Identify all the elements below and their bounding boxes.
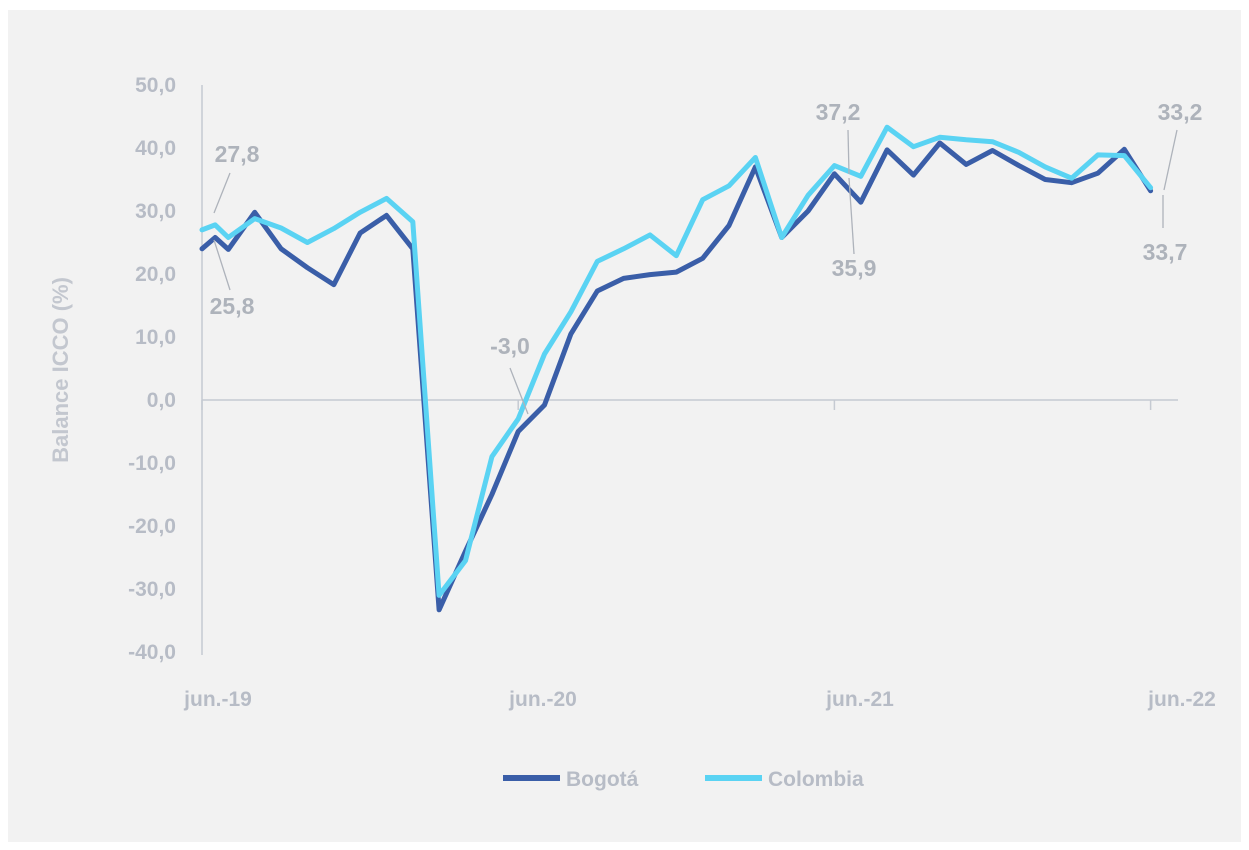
legend: Bogotá Colombia [503, 768, 864, 791]
y-tick-label: 20,0 [135, 263, 176, 286]
annotation-label: -3,0 [490, 333, 530, 359]
annotation-leader-line [213, 239, 231, 291]
annotations: 27,8 25,8 -3,0 37,2 35,9 33,2 33,7 [210, 99, 1203, 415]
legend-label-bogota: Bogotá [566, 768, 639, 791]
y-tick-label: 40,0 [135, 137, 176, 160]
y-tick-label: -20,0 [128, 515, 176, 538]
annotation-leader-line [847, 129, 850, 175]
legend-label-colombia: Colombia [768, 768, 864, 791]
annotation-label: 33,7 [1143, 239, 1188, 265]
series-lines [199, 124, 1154, 613]
x-axis-ticks: jun.-19 jun.-20 jun.-21 jun.-22 [183, 400, 1216, 711]
y-tick-label: -10,0 [128, 452, 176, 475]
axes [201, 85, 1178, 655]
annotation-label: 33,2 [1158, 99, 1203, 125]
chart-frame [8, 10, 1241, 842]
y-axis-title: Balance ICCO (%) [48, 277, 73, 463]
x-tick-label: jun.-21 [825, 688, 894, 711]
x-tick-label: jun.-20 [508, 688, 577, 711]
y-tick-label: 10,0 [135, 326, 176, 349]
annotation-label: 25,8 [210, 293, 255, 319]
annotation-label: 35,9 [832, 255, 877, 281]
y-tick-label: -30,0 [128, 578, 176, 601]
x-tick-label: jun.-22 [1147, 688, 1216, 711]
y-axis-ticks: -40,0 -30,0 -20,0 -10,0 0,0 10,0 20,0 30,0 40,0 5… [128, 74, 176, 664]
annotation-leader-line [213, 172, 231, 214]
x-tick-label: jun.-19 [183, 688, 252, 711]
y-tick-label: -40,0 [128, 641, 176, 664]
y-tick-label: 50,0 [135, 74, 176, 97]
series-line-bogota [199, 140, 1154, 613]
annotation-label: 27,8 [215, 141, 260, 167]
y-tick-label: 0,0 [147, 389, 176, 412]
series-line-colombia [199, 124, 1154, 598]
annotation-leader-line [848, 177, 855, 255]
annotation-label: 37,2 [816, 99, 861, 125]
annotation-leader-line [1163, 129, 1178, 191]
annotation-leader-line [509, 367, 529, 415]
y-tick-label: 30,0 [135, 200, 176, 223]
